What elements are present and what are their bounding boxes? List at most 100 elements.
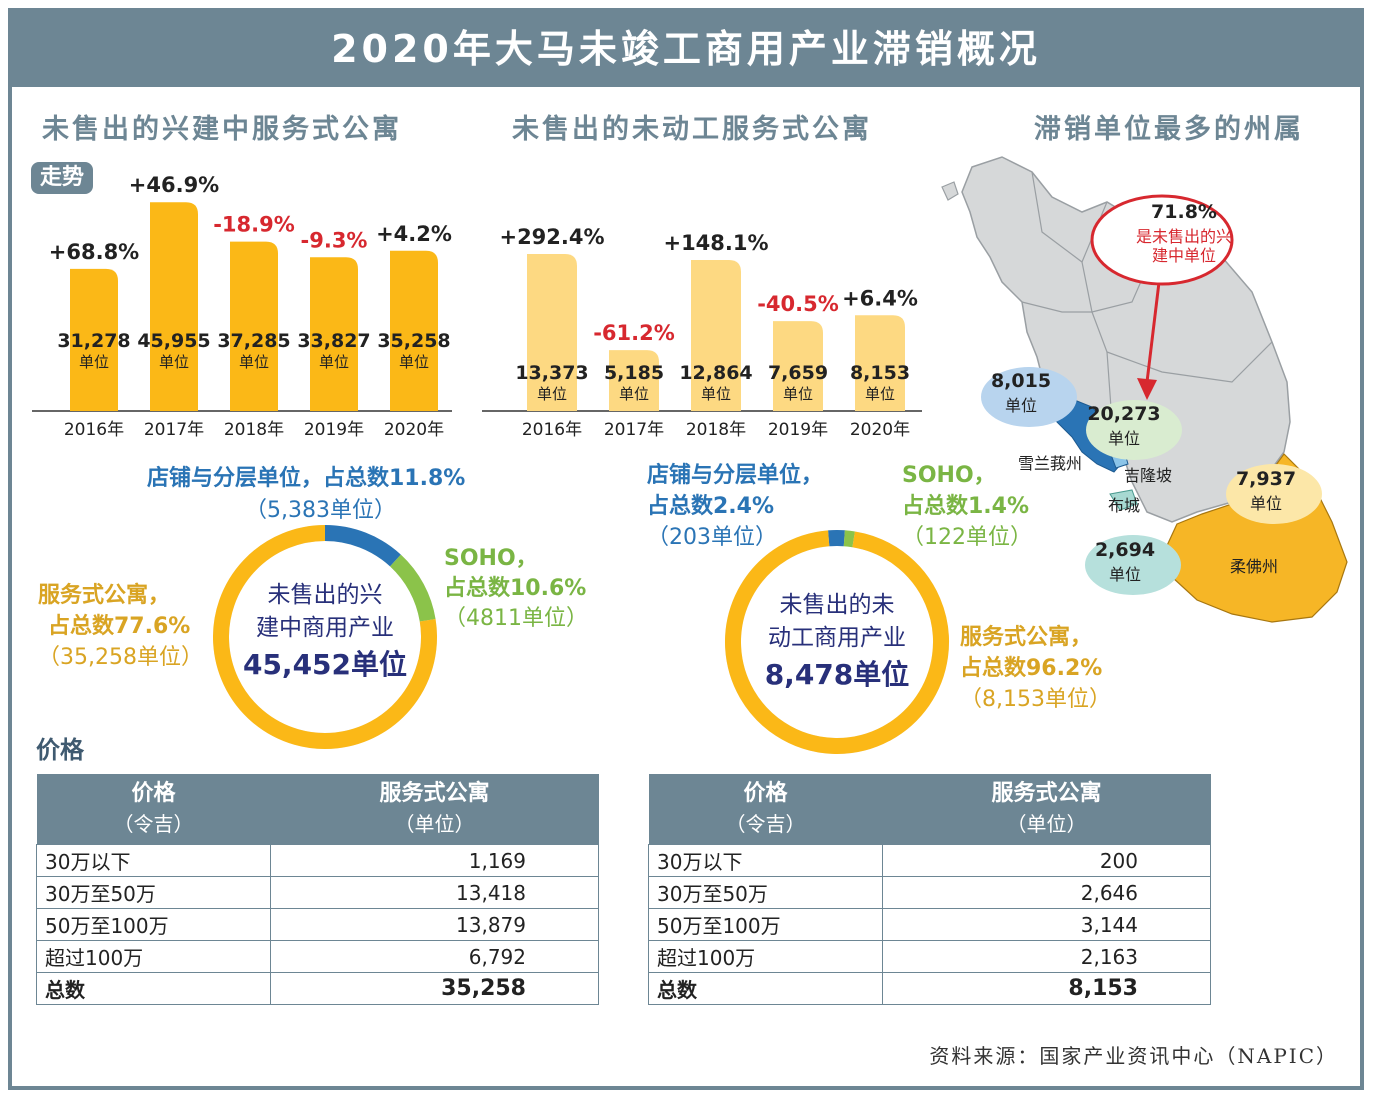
table-row: 超过100万 6,792 [36, 940, 599, 973]
map-callout-arrowhead [1137, 378, 1157, 400]
price-table-1-header-row: 价格 （令吉） 服务式公寓 （单位） [36, 774, 599, 845]
donut-1-center-total: 45,452单位 [242, 648, 408, 681]
bar [150, 202, 198, 411]
change-label: +4.2% [376, 222, 452, 246]
donut-1-soho-line3: （4811单位） [444, 606, 588, 631]
table-row: 30万至50万 2,646 [648, 876, 1211, 909]
price-table-1-col2: 服务式公寓 [379, 781, 490, 806]
value-label: 7,659 [768, 362, 828, 384]
unit-count: 1,169 [270, 844, 599, 877]
donut-2-apt-line3: （8,153单位） [960, 687, 1111, 712]
bar [390, 250, 438, 411]
map-callout-line2: 建中单位 [1151, 246, 1216, 265]
peninsular-malaysia-map [941, 156, 1348, 623]
price-table-2-col1: 价格 [743, 781, 788, 806]
price-table-under-construction: 价格 （令吉） 服务式公寓 （单位） 30万以下 1,169 30万至50万 13,… [36, 774, 599, 1005]
donut-1-apt-line1: 服务式公寓， [38, 583, 171, 608]
price-range: 超过100万 [648, 940, 883, 973]
price-heading: 价格 [36, 736, 84, 764]
change-label: -18.9% [213, 213, 295, 237]
unit-label: 单位 [159, 353, 189, 371]
table-row: 30万以下 200 [648, 844, 1211, 877]
map-bubble-selangor-value: 8,015 [990, 370, 1052, 392]
bar [855, 315, 905, 411]
donut-slice [389, 554, 436, 622]
donut-2-apt-line1: 服务式公寓， [960, 625, 1093, 650]
price-table-2-col1-unit: （令吉） [725, 812, 806, 836]
unit-count: 6,792 [270, 940, 599, 973]
price-range: 50万至100万 [648, 908, 883, 941]
value-label: 33,827 [297, 330, 370, 352]
donut-2-center-total: 8,478单位 [764, 658, 910, 691]
change-label: -9.3% [301, 228, 368, 252]
donut-2-soho-line2: 占总数1.4% [902, 494, 1030, 519]
donut-2-shop-line3: （203单位） [647, 525, 777, 550]
total-value: 35,258 [270, 972, 599, 1005]
donut-1-shop-line1: 店铺与分层单位，占总数11.8% [147, 466, 466, 491]
donut-2-shop-line1: 店铺与分层单位， [647, 463, 824, 488]
map-bubble-johor-unit: 单位 [1249, 494, 1282, 513]
map-callout-ellipse [1090, 194, 1234, 286]
donut-2-shop-label: 店铺与分层单位， 占总数2.4% （203单位） [647, 460, 823, 553]
donut-2-apt-line2: 占总数96.2% [960, 656, 1103, 681]
unit-label: 单位 [619, 385, 649, 403]
unit-label: 单位 [783, 385, 813, 403]
donut-2-apt-label: 服务式公寓， 占总数96.2% （8,153单位） [960, 622, 1111, 715]
donut-2-center-line1: 未售出的未 [779, 592, 895, 618]
table-total-row: 总数 35,258 [36, 972, 599, 1005]
tick-label: 2019年 [768, 420, 828, 440]
donut-2-center-line2: 动工商用产业 [768, 625, 906, 651]
unit-label: 单位 [537, 385, 567, 403]
table-row: 超过100万 2,163 [648, 940, 1211, 973]
tick-label: 2020年 [384, 420, 444, 440]
price-table-2-header-units: 服务式公寓 （单位） [882, 774, 1211, 845]
donut-2-soho-line1: SOHO， [902, 463, 996, 488]
bar [310, 257, 358, 411]
unit-count: 2,646 [882, 876, 1211, 909]
unit-label: 单位 [865, 385, 895, 403]
map-label-putrajaya: 布城 [1108, 496, 1141, 515]
map-putrajaya [1109, 489, 1138, 511]
unit-count: 200 [882, 844, 1211, 877]
donut-slice [725, 530, 949, 754]
donut-chart-not-started [725, 530, 949, 754]
infographic-frame: 2020年大马未竣工商用产业滞销概况 未售出的兴建中服务式公寓 未售出的未动工服… [8, 8, 1364, 1090]
change-label: +292.4% [499, 225, 604, 249]
map-bubble-kl-unit: 单位 [1107, 429, 1140, 448]
bar [230, 241, 278, 411]
donut-1-soho-line2: 占总数10.6% [444, 576, 587, 601]
change-label: +6.4% [842, 286, 918, 310]
tick-label: 2018年 [224, 420, 284, 440]
donut-1-soho-line1: SOHO， [444, 546, 538, 571]
price-table-2-header-row: 价格 （令吉） 服务式公寓 （单位） [648, 774, 1211, 845]
change-label: +46.9% [129, 173, 219, 197]
source-note: 资料来源：国家产业资讯中心（NAPIC） [929, 1044, 1338, 1068]
map-bubble-putrajaya-unit: 单位 [1108, 565, 1141, 584]
map-label-kl: 吉隆坡 [1124, 466, 1173, 485]
unit-count: 3,144 [882, 908, 1211, 941]
price-range: 超过100万 [36, 940, 271, 973]
price-table-2-col2: 服务式公寓 [991, 781, 1102, 806]
donut-2-shop-line2: 占总数2.4% [647, 494, 775, 519]
map-bubble-johor-value: 7,937 [1235, 468, 1297, 490]
tick-label: 2020年 [850, 420, 910, 440]
total-label: 总数 [36, 972, 271, 1005]
value-label: 13,373 [515, 362, 588, 384]
unit-label: 单位 [701, 385, 731, 403]
unit-label: 单位 [399, 353, 429, 371]
table-row: 30万以下 1,169 [36, 844, 599, 877]
change-label: +148.1% [663, 231, 768, 255]
price-range: 30万至50万 [648, 876, 883, 909]
value-label: 37,285 [217, 330, 290, 352]
donut-1-apt-label: 服务式公寓， 占总数77.6% （35,258单位） [38, 580, 203, 673]
value-label: 35,258 [377, 330, 450, 352]
section-title-top-states: 滞销单位最多的州属 [1034, 114, 1304, 145]
map-bubble-kl-shape [1086, 400, 1182, 460]
unit-label: 单位 [319, 353, 349, 371]
donut-2-soho-line3: （122单位） [902, 525, 1032, 550]
unit-count: 2,163 [882, 940, 1211, 973]
table-total-row: 总数 8,153 [648, 972, 1211, 1005]
bar [609, 350, 659, 411]
map-island [941, 181, 959, 201]
donut-slice [213, 525, 437, 749]
